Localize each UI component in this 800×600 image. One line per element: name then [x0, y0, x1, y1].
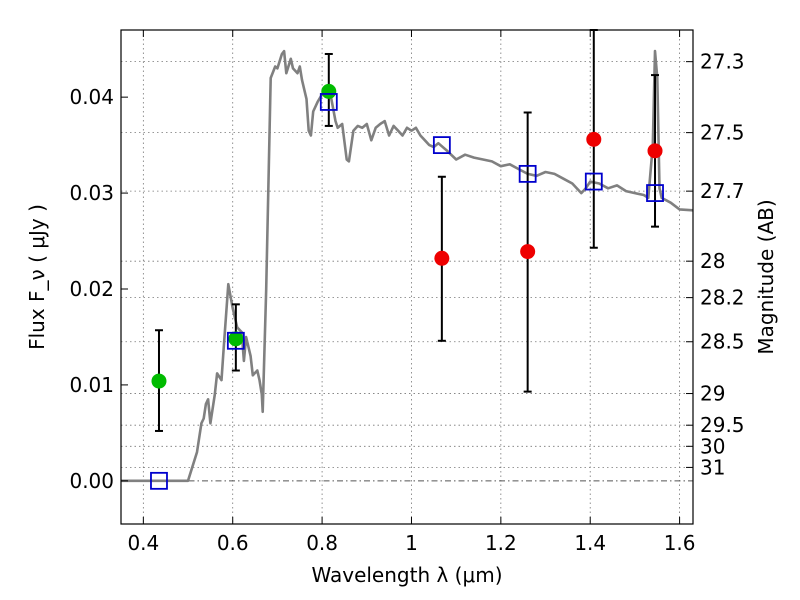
grid-lines: [121, 30, 693, 524]
right-tick-label: 29: [700, 382, 725, 406]
y-tick-label: 0.01: [69, 373, 114, 397]
x-tick-label: 1.6: [664, 531, 696, 555]
x-tick-label: 1.2: [485, 531, 517, 555]
y-axis-label: Flux F_ν ( μJy ): [25, 204, 49, 350]
green-points-group: [151, 83, 337, 389]
model-spectrum-group: [121, 49, 694, 483]
y-tick-label: 0.02: [69, 277, 114, 301]
model-photometry-square: [518, 164, 537, 183]
right-tick-label: 28: [700, 249, 725, 273]
model-photometry-square: [584, 172, 603, 191]
x-tick-label: 0.6: [217, 531, 249, 555]
model-spectrum-line: [121, 49, 694, 483]
axis-ticks: [121, 30, 693, 524]
right-tick-label: 30: [700, 434, 725, 458]
x-tick-labels: 0.4 0.6 0.8 1 1.2 1.4 1.6: [127, 531, 695, 555]
model-photometry-square: [150, 471, 168, 490]
x-tick-label: 1: [405, 531, 418, 555]
right-tick-label: 27.7: [700, 179, 745, 203]
x-axis-label: Wavelength λ (μm): [311, 563, 502, 587]
right-tick-label: 31: [700, 455, 725, 479]
model-photometry-square: [432, 136, 451, 155]
y-tick-labels: 0.00 0.01 0.02 0.03 0.04: [69, 85, 114, 493]
y-tick-label: 0.00: [69, 469, 114, 493]
model-photometry-square: [646, 184, 664, 202]
right-tick-label: 27.5: [700, 121, 745, 145]
red-data-point: [586, 131, 602, 147]
x-tick-label: 0.8: [306, 531, 338, 555]
y-tick-label: 0.04: [69, 85, 114, 109]
model-photometry-square: [226, 331, 245, 350]
right-tick-label: 28.2: [700, 286, 745, 310]
red-data-point: [647, 143, 663, 159]
red-data-point: [434, 250, 450, 266]
plot-frame: [120, 29, 694, 525]
right-tick-label: 29.5: [700, 413, 745, 437]
y-tick-label: 0.03: [69, 181, 114, 205]
green-data-point: [228, 331, 244, 347]
right-axis-label: Magnitude (AB): [754, 199, 778, 354]
red-data-point: [520, 244, 536, 260]
red-points-group: [434, 131, 663, 266]
x-tick-label: 1.4: [574, 531, 606, 555]
green-data-point: [151, 373, 167, 389]
x-tick-label: 0.4: [127, 531, 159, 555]
right-tick-label: 28.5: [700, 330, 745, 354]
green-data-point: [321, 83, 337, 99]
right-tick-label: 27.3: [700, 50, 745, 74]
errorbars-group: [154, 29, 660, 432]
model-photometry-square: [319, 93, 338, 111]
model-photometry-group: [150, 93, 664, 490]
